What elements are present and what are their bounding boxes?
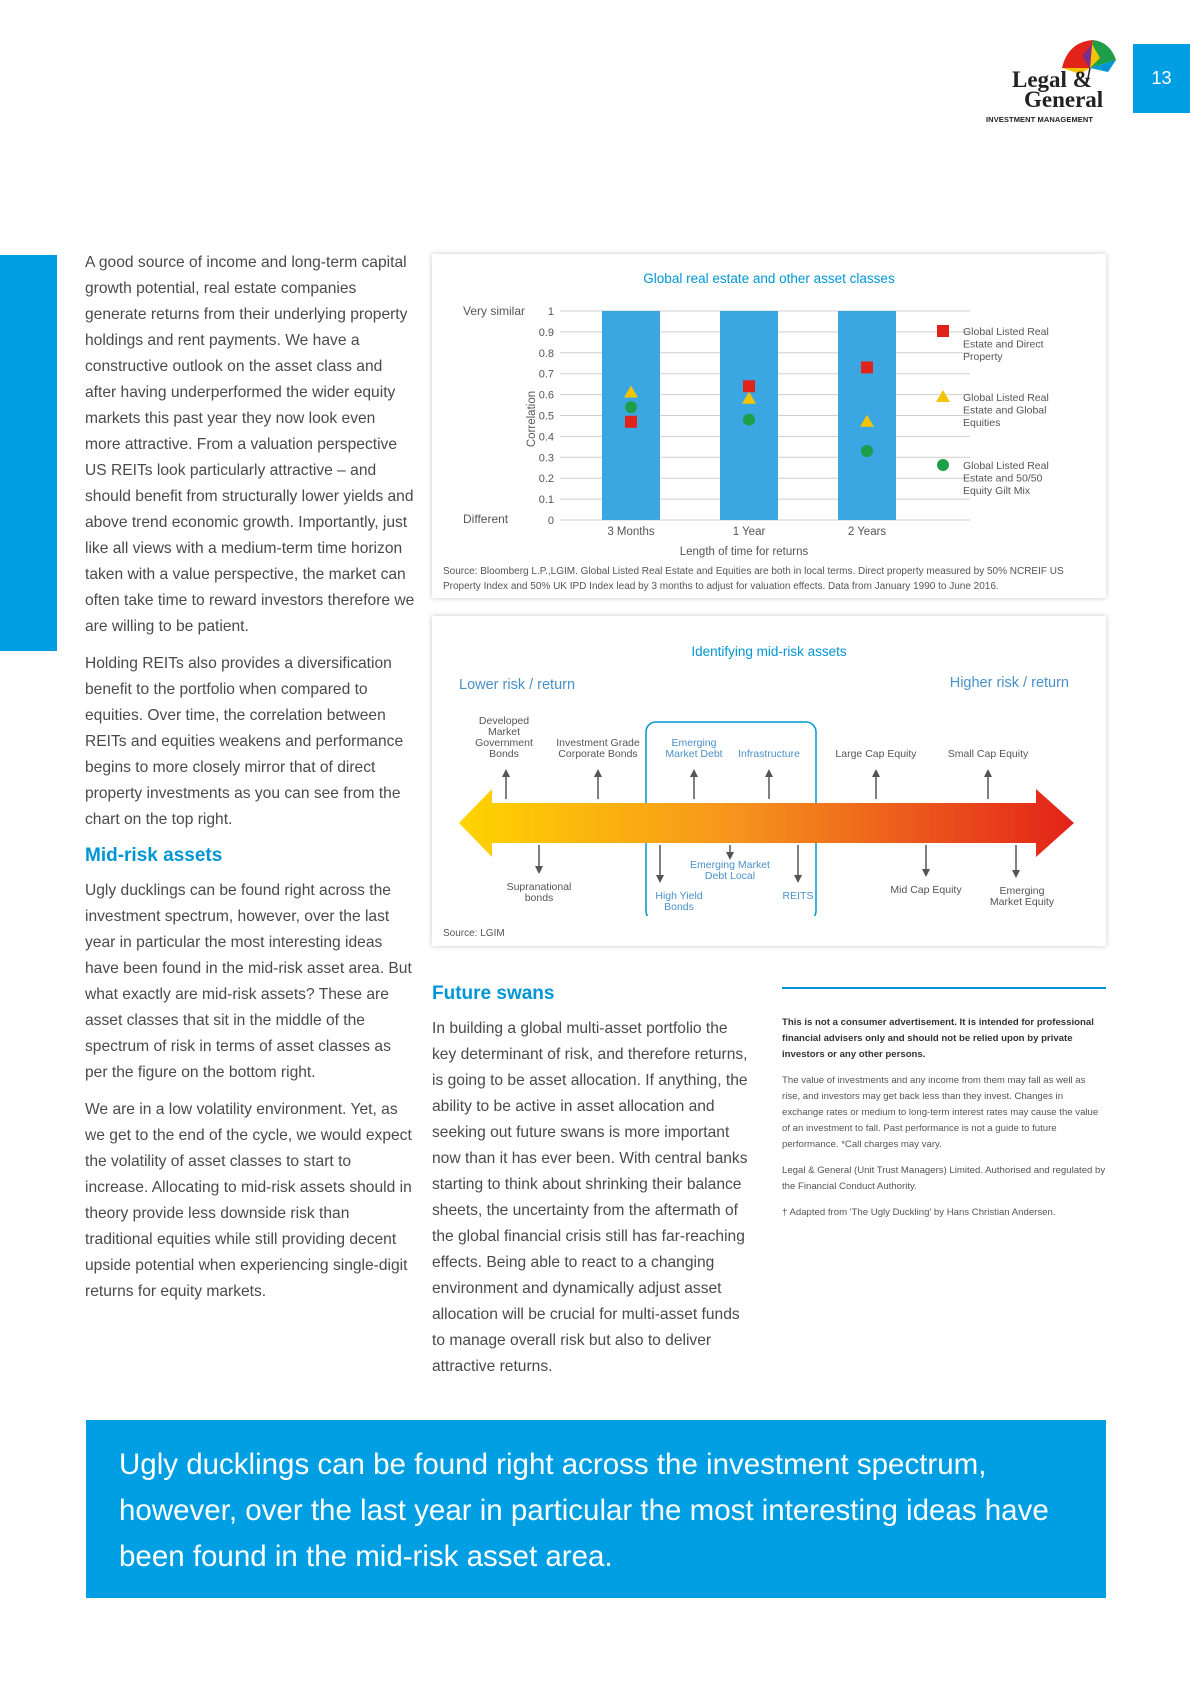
up-arrow-head bbox=[690, 769, 698, 777]
y-tick-label: 0.8 bbox=[539, 348, 554, 360]
logo-text-line3: INVESTMENT MANAGEMENT bbox=[986, 115, 1094, 124]
data-point bbox=[625, 401, 637, 414]
y-bottom-label: Different bbox=[463, 512, 509, 526]
chart-title: Global real estate and other asset class… bbox=[643, 271, 895, 286]
disclaimer-risk: The value of investments and any income … bbox=[782, 1075, 1099, 1150]
y-tick-label: 0.7 bbox=[539, 369, 554, 381]
legend-marker bbox=[936, 390, 950, 402]
asset-label-above: Developed Market Government Bonds bbox=[475, 715, 533, 760]
risk-spectrum-diagram: Lower risk / return Higher risk / return… bbox=[459, 675, 1074, 916]
logo: Legal & General INVESTMENT MANAGEMENT bbox=[980, 38, 1120, 128]
up-arrow-head bbox=[502, 769, 510, 777]
y-tick-label: 0 bbox=[548, 515, 554, 527]
asset-label-below: High Yield Bonds bbox=[655, 890, 702, 913]
up-arrow-head bbox=[765, 769, 773, 777]
time-period-bar bbox=[602, 311, 660, 520]
asset-label-above: Small Cap Equity bbox=[948, 748, 1029, 760]
x-tick-label: 2 Years bbox=[848, 526, 887, 538]
asset-label-below: Supranational bonds bbox=[507, 881, 572, 904]
paragraph-future-swans: In building a global multi-asset portfol… bbox=[432, 1020, 748, 1375]
y-tick-label: 0.9 bbox=[539, 327, 554, 339]
asset-label-above: Infrastructure bbox=[738, 748, 800, 760]
up-arrow-head bbox=[872, 769, 880, 777]
legend-label: Global Listed Real Estate and Direct Prope… bbox=[963, 326, 1049, 363]
asset-label-above: Emerging Market Debt bbox=[665, 737, 722, 760]
disclaimer-bold: This is not a consumer advertisement. It… bbox=[782, 1017, 1094, 1060]
up-arrow-head bbox=[594, 769, 602, 777]
middle-column: Future swans In building a global multi-… bbox=[432, 982, 752, 1380]
y-top-label: Very similar bbox=[463, 304, 525, 318]
data-point bbox=[743, 380, 755, 393]
y-tick-label: 0.5 bbox=[539, 411, 554, 423]
higher-risk-label: Higher risk / return bbox=[950, 675, 1069, 691]
down-arrow-head bbox=[726, 852, 734, 860]
data-point bbox=[624, 385, 638, 398]
data-point bbox=[860, 414, 874, 427]
x-tick-label: 1 Year bbox=[733, 526, 766, 538]
data-point bbox=[861, 361, 873, 374]
paragraph-real-estate: A good source of income and long-term ca… bbox=[85, 254, 415, 635]
y-tick-label: 0.2 bbox=[539, 473, 554, 485]
side-accent-bar bbox=[0, 255, 57, 651]
legend-label: Global Listed Real Estate and 50/50 Equity… bbox=[963, 460, 1049, 497]
disclaimer-adapted: † Adapted from 'The Ugly Duckling' by Ha… bbox=[782, 1207, 1056, 1218]
y-tick-label: 1 bbox=[548, 306, 554, 318]
asset-label-above: Investment Grade Corporate Bonds bbox=[556, 737, 640, 760]
risk-spectrum-arrow bbox=[459, 789, 1074, 857]
down-arrow-head bbox=[1012, 870, 1020, 878]
asset-label-below: REITS bbox=[783, 890, 814, 902]
page-number: 13 bbox=[1133, 44, 1190, 113]
y-tick-label: 0.1 bbox=[539, 494, 554, 506]
asset-label-below: Emerging Market Equity bbox=[990, 885, 1055, 908]
down-arrow-head bbox=[656, 875, 664, 883]
divider bbox=[782, 987, 1106, 989]
down-arrow-head bbox=[794, 875, 802, 883]
y-tick-label: 0.4 bbox=[539, 431, 554, 443]
logo-text-line1: Legal & bbox=[1012, 67, 1092, 92]
lower-risk-label: Lower risk / return bbox=[459, 677, 575, 693]
legend-marker bbox=[937, 459, 949, 471]
data-point bbox=[742, 391, 756, 404]
y-tick-label: 0.3 bbox=[539, 452, 554, 464]
down-arrow-head bbox=[535, 866, 543, 874]
asset-label-below: Emerging Market Debt Local bbox=[690, 859, 770, 882]
disclaimer-column: This is not a consumer advertisement. It… bbox=[782, 987, 1106, 1231]
heading-future-swans: Future swans bbox=[432, 983, 555, 1004]
disclaimer-authorised: Legal & General (Unit Trust Managers) Li… bbox=[782, 1165, 1106, 1192]
paragraph-ugly-ducklings: Ugly ducklings can be found right across… bbox=[85, 882, 412, 1081]
mid-risk-diagram-card: Identifying mid-risk assets Lower risk /… bbox=[432, 616, 1106, 946]
pull-quote-text: Ugly ducklings can be found right across… bbox=[119, 1448, 1049, 1573]
y-axis-label: Correlation bbox=[526, 391, 538, 447]
correlation-chart-card: Global real estate and other asset class… bbox=[432, 254, 1106, 598]
diagram-title: Identifying mid-risk assets bbox=[691, 644, 847, 659]
down-arrow-head bbox=[922, 869, 930, 877]
logo-text-line2: General bbox=[1024, 87, 1104, 112]
chart-source: Source: Bloomberg L.P.,LGIM. Global List… bbox=[443, 566, 1064, 592]
umbrella-icon bbox=[1062, 40, 1116, 78]
legend-label: Global Listed Real Estate and Global Equit… bbox=[963, 392, 1049, 429]
asset-label-below: Mid Cap Equity bbox=[890, 884, 962, 896]
pull-quote-box: Ugly ducklings can be found right across… bbox=[86, 1420, 1106, 1598]
up-arrow-head bbox=[984, 769, 992, 777]
paragraph-reits: Holding REITs also provides a diversific… bbox=[85, 655, 404, 828]
data-point bbox=[625, 415, 637, 428]
legend-marker bbox=[937, 325, 949, 337]
heading-mid-risk: Mid-risk assets bbox=[85, 845, 223, 866]
correlation-chart: 0 0.1 0.2 0.3 0.4 0.5 0.6 0.7 0.8 0.9 1 3 Months 1 … bbox=[463, 304, 1049, 558]
paragraph-low-volatility: We are in a low volatility environment. … bbox=[85, 1101, 412, 1300]
diagram-source: Source: LGIM bbox=[443, 928, 505, 939]
left-column: A good source of income and long-term ca… bbox=[85, 250, 415, 1316]
x-tick-label: 3 Months bbox=[607, 526, 655, 538]
y-tick-label: 0.6 bbox=[539, 390, 554, 402]
asset-label-above: Large Cap Equity bbox=[835, 748, 917, 760]
data-point bbox=[861, 445, 873, 458]
data-point bbox=[743, 413, 755, 426]
x-axis-label: Length of time for returns bbox=[680, 546, 809, 558]
